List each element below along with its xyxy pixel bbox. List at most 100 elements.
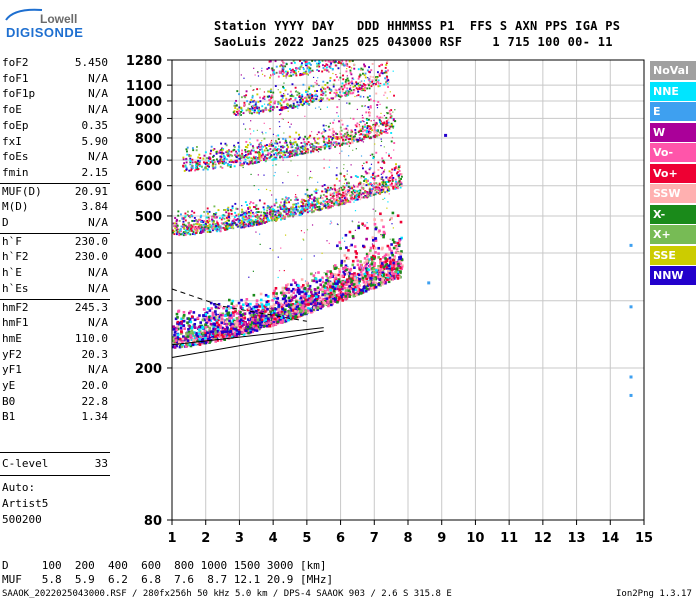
echo-point <box>262 319 266 322</box>
echo-point <box>319 208 322 211</box>
echo-point <box>329 192 332 195</box>
echo-point <box>357 140 360 143</box>
echo-point <box>392 240 396 244</box>
echo-point <box>308 194 311 197</box>
echo-point <box>329 288 333 292</box>
echo-point <box>284 302 288 306</box>
echo-point <box>296 105 299 108</box>
echo-point <box>319 148 322 151</box>
echo-point <box>330 303 333 307</box>
echo-point <box>247 108 250 111</box>
echo-point <box>254 314 258 318</box>
echo-point <box>332 200 335 203</box>
echo-point <box>244 149 247 151</box>
echo-point <box>364 89 366 92</box>
echo-point <box>335 192 338 195</box>
echo-point <box>366 69 369 72</box>
echo-point <box>302 300 305 304</box>
echo-point <box>343 84 346 87</box>
echo-point <box>205 167 208 170</box>
echo-point <box>386 244 390 248</box>
echo-point <box>283 151 286 154</box>
echo-point <box>357 224 360 228</box>
echo-point <box>340 136 343 139</box>
echo-point <box>324 141 327 144</box>
echo-point <box>278 151 281 153</box>
echo-point <box>283 210 286 213</box>
echo-point <box>329 291 333 295</box>
echo-point <box>392 185 395 188</box>
echo-point <box>234 107 237 109</box>
echo-point <box>200 338 203 342</box>
echo-point <box>304 204 307 207</box>
echo-point <box>216 230 219 233</box>
echo-point <box>191 158 194 161</box>
echo-point <box>295 205 298 208</box>
param-value: N/A <box>88 87 108 101</box>
echo-point <box>358 196 360 199</box>
echo-point <box>233 320 237 324</box>
echo-point <box>359 120 362 123</box>
echo-point <box>208 220 211 223</box>
echo-point <box>248 160 251 163</box>
echo-point <box>323 298 327 302</box>
echo-point <box>278 311 282 314</box>
echo-point <box>356 290 360 294</box>
echo-point <box>292 102 295 105</box>
echo-point <box>207 160 210 162</box>
echo-point <box>211 330 215 333</box>
echo-point <box>213 205 216 208</box>
param-value: 5.450 <box>74 56 108 69</box>
echo-point <box>219 151 222 154</box>
echo-point <box>396 171 399 174</box>
echo-point <box>233 216 236 219</box>
echo-point <box>376 123 378 126</box>
echo-point <box>260 310 263 314</box>
echo-point <box>276 318 280 321</box>
echo-point <box>235 320 239 323</box>
echo-point <box>322 200 325 203</box>
echo-point <box>255 299 259 302</box>
echo-point <box>359 139 362 142</box>
echo-point <box>324 289 327 293</box>
echo-point <box>400 258 404 262</box>
echo-point <box>351 263 355 267</box>
echo-point <box>204 222 207 225</box>
echo-point <box>184 345 188 348</box>
echo-point <box>283 304 286 307</box>
echo-point <box>213 327 217 331</box>
echo-point <box>297 309 300 313</box>
echo-point <box>270 315 274 318</box>
echo-point <box>319 300 323 303</box>
echo-point <box>234 202 237 205</box>
echo-point <box>313 139 316 142</box>
echo-point <box>240 110 242 113</box>
echo-point <box>361 125 364 128</box>
echo-point <box>227 332 230 335</box>
echo-point <box>262 154 265 157</box>
echo-point <box>294 313 298 317</box>
echo-point <box>261 306 265 310</box>
echo-point <box>238 320 242 323</box>
echo-point <box>243 312 247 315</box>
header-line-1: Station YYYY DAY DDD HHMMSS P1 FFS S AXN… <box>214 19 621 33</box>
echo-point <box>218 149 221 152</box>
echo-point <box>361 72 364 75</box>
echo-point <box>378 117 381 120</box>
echo-point <box>297 205 300 208</box>
echo-point <box>387 253 390 257</box>
echo-point <box>369 246 373 250</box>
echo-point <box>182 158 185 161</box>
echo-point <box>284 299 288 303</box>
echo-point <box>244 145 247 148</box>
echo-point <box>197 219 200 222</box>
echo-point <box>372 188 375 190</box>
echo-point <box>385 265 389 269</box>
echo-point <box>358 194 361 197</box>
echo-point <box>325 190 328 193</box>
echo-point <box>301 104 304 107</box>
echo-point <box>196 167 199 170</box>
echo-point <box>372 185 375 188</box>
echo-point <box>388 259 392 263</box>
echo-point <box>201 229 204 232</box>
